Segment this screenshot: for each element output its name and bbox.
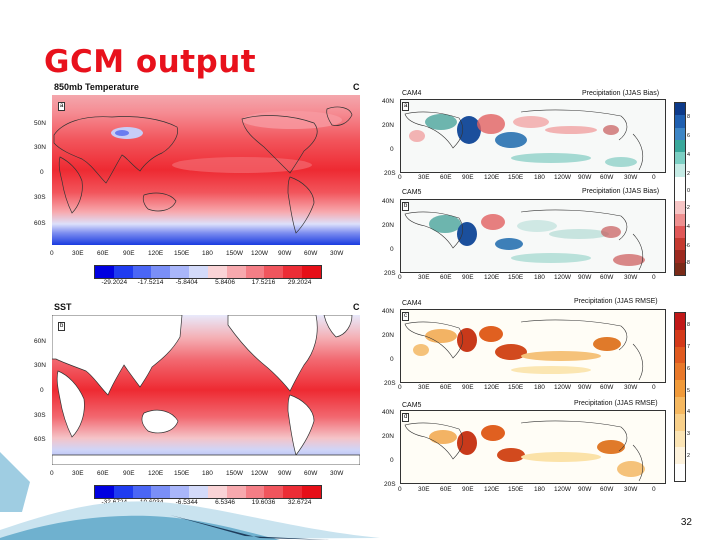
precip-bias-map-b — [400, 199, 666, 273]
temperature-map-title: 850mb Temperature — [54, 82, 139, 92]
sst-colorbar — [94, 485, 322, 499]
panel-title: Precipitation (JJAS RMSE) — [574, 400, 658, 407]
lat-label: 40N — [382, 198, 394, 205]
precip-rmse-map-c — [400, 309, 666, 383]
lat-label: 0 — [390, 246, 394, 253]
lon-axis: 0 30E 60E 90E 120E 150E 180 120W 90W 60W… — [398, 274, 656, 281]
temperature-map-panel: 850mb Temperature C — [30, 82, 370, 292]
sst-lon-axis: 0 30E 60E 90E 120E 150E 180 150W 120W 90… — [50, 470, 344, 477]
bias-colorbar — [674, 102, 686, 276]
lat-label: 20N — [382, 222, 394, 229]
lat-label: 20S — [384, 380, 396, 387]
lat-label: 60S — [34, 220, 46, 227]
temperature-colorbar — [94, 265, 322, 279]
sst-panel-letter: b — [58, 322, 66, 331]
lat-label: 40N — [382, 409, 394, 416]
panel-model-label: CAM5 — [402, 402, 422, 409]
temperature-panel-letter: a — [58, 102, 66, 111]
lat-label: 20S — [384, 270, 396, 277]
panel-letter: d — [402, 413, 410, 422]
page-number: 32 — [680, 517, 692, 528]
panel-title: Precipitation (JJAS RMSE) — [574, 298, 658, 305]
rmse-colorbar — [674, 312, 686, 482]
temperature-colorbar-labels: -29.2024 -17.5214 -5.8404 5.8406 17.5216… — [101, 279, 312, 286]
lat-label: 0 — [40, 387, 44, 394]
lat-label: 0 — [390, 146, 394, 153]
lat-label: 60S — [34, 436, 46, 443]
panel-model-label: CAM4 — [402, 300, 422, 307]
sst-map-panel: SST C b 60N 30N 0 30S — [30, 300, 370, 512]
lon-axis: 0 30E 60E 90E 120E 150E 180 120W 90W 60W… — [398, 384, 656, 391]
lat-label: 20N — [382, 332, 394, 339]
panel-letter: b — [402, 202, 410, 211]
lat-label: 40N — [382, 308, 394, 315]
panel-model-label: CAM4 — [402, 90, 422, 97]
lat-label: 30N — [34, 362, 46, 369]
lat-label: 60N — [34, 338, 46, 345]
lat-label: 0 — [40, 169, 44, 176]
lat-label: 30S — [34, 412, 46, 419]
temperature-units-label: C — [353, 82, 360, 92]
lat-label: 20S — [384, 481, 396, 488]
panel-model-label: CAM5 — [402, 189, 422, 196]
lat-label: 40N — [382, 98, 394, 105]
slide-title: GCM output — [44, 44, 257, 80]
panel-letter: a — [402, 102, 410, 111]
slide-decoration — [0, 501, 380, 540]
sst-map — [52, 315, 360, 465]
lon-axis: 0 30E 60E 90E 120E 150E 180 120W 90W 60W… — [398, 174, 656, 181]
temperature-map — [52, 95, 360, 245]
lat-label: 20N — [382, 122, 394, 129]
lat-label: 30S — [34, 194, 46, 201]
panel-title: Precipitation (JJAS Bias) — [582, 90, 660, 97]
lat-label: 30N — [34, 144, 46, 151]
precip-figure: CAM4 Precipitation (JJAS Bias) a CAM5 Pr… — [378, 86, 696, 498]
slide-left-accent — [0, 452, 30, 512]
lat-label: 20S — [384, 170, 396, 177]
lat-label: 0 — [390, 356, 394, 363]
precip-rmse-map-d — [400, 410, 666, 484]
sst-map-title: SST — [54, 302, 72, 312]
bias-colorbar-labels: 8 6 4 2 0 -2 -4 -6 -8 — [685, 114, 691, 267]
lat-label: 20N — [382, 433, 394, 440]
panel-letter: c — [402, 312, 409, 321]
precip-bias-map-a — [400, 99, 666, 173]
temperature-lon-axis: 0 30E 60E 90E 120E 150E 180 150W 120W 90… — [50, 250, 344, 257]
sst-units-label: C — [353, 302, 360, 312]
rmse-colorbar-labels: 8 7 6 5 4 3 2 — [687, 322, 691, 460]
panel-title: Precipitation (JJAS Bias) — [582, 188, 660, 195]
lat-label: 0 — [390, 457, 394, 464]
lon-axis: 0 30E 60E 90E 120E 150E 180 120W 90W 60W… — [398, 486, 656, 493]
lat-label: 50N — [34, 120, 46, 127]
